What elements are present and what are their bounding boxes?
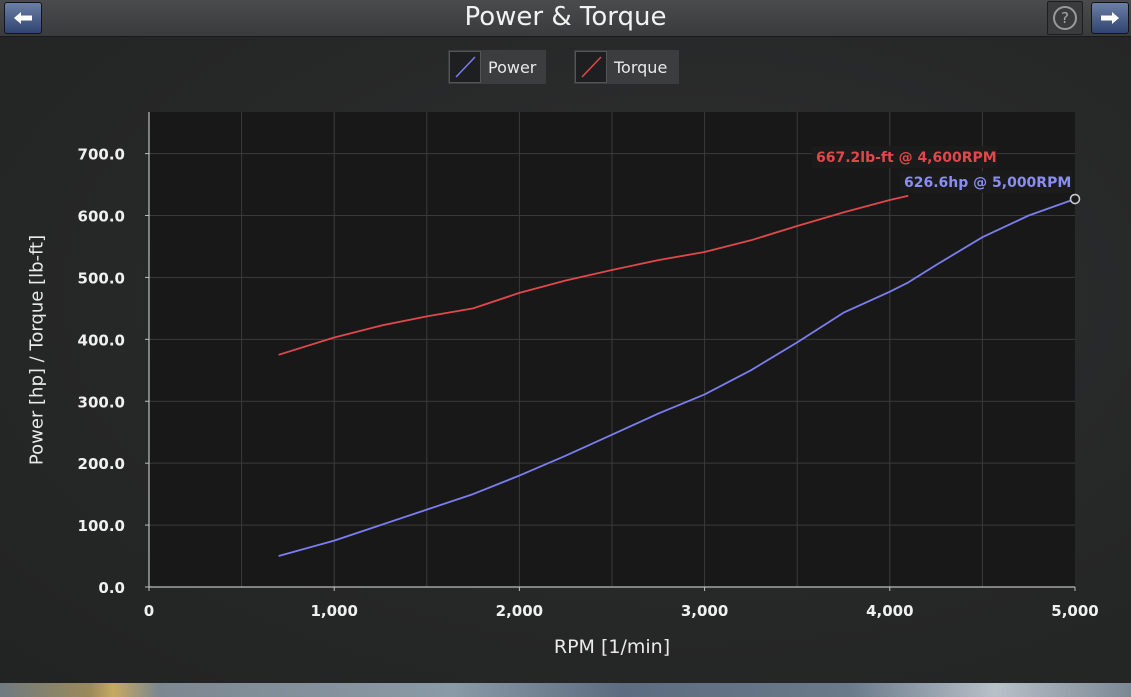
legend-label-torque: Torque bbox=[614, 57, 668, 77]
x-tick-label: 2,000 bbox=[496, 602, 543, 620]
power-max-marker bbox=[1069, 193, 1081, 205]
torque-annotation-box bbox=[812, 146, 997, 168]
legend-label-power: Power bbox=[488, 57, 537, 77]
y-axis-ticks: 0.0 100.0 200.0 300.0 400.0 500.0 600.0 700.0 bbox=[78, 146, 149, 597]
series-line-power bbox=[278, 198, 1076, 557]
x-tick-label: 1,000 bbox=[310, 602, 357, 620]
next-button[interactable] bbox=[1091, 2, 1129, 34]
help-button[interactable]: ? bbox=[1047, 1, 1083, 35]
power-annotation-text: 626.6hp @ 5,000RPM bbox=[904, 175, 1071, 191]
y-tick-label: 500.0 bbox=[78, 269, 125, 287]
previous-button[interactable] bbox=[4, 2, 42, 34]
legend-swatch-torque bbox=[575, 51, 607, 83]
y-tick-label: 600.0 bbox=[78, 208, 125, 226]
legend-item-torque[interactable]: Torque bbox=[574, 50, 679, 84]
y-tick-label: 700.0 bbox=[78, 146, 125, 164]
torque-annotation-text: 667.2lb-ft @ 4,600RPM bbox=[816, 150, 997, 166]
y-tick-label: 200.0 bbox=[78, 455, 125, 473]
arrow-left-icon bbox=[14, 12, 32, 24]
series-group bbox=[278, 193, 1081, 557]
power-annotation-box bbox=[900, 171, 1072, 193]
help-icon: ? bbox=[1053, 6, 1077, 30]
x-tick-label: 5,000 bbox=[1051, 602, 1098, 620]
legend-swatch-power bbox=[449, 51, 481, 83]
taskbar-strip bbox=[0, 683, 1131, 697]
x-axis-label: RPM [1/min] bbox=[553, 636, 671, 658]
legend-item-power[interactable]: Power bbox=[448, 50, 546, 84]
x-tick-label: 4,000 bbox=[866, 602, 913, 620]
x-axis-ticks: 0 1,000 2,000 3,000 4,000 5,000 bbox=[144, 587, 1099, 620]
annotations: 667.2lb-ft @ 4,600RPM 626.6hp @ 5,000RPM bbox=[812, 146, 1072, 193]
y-tick-label: 0.0 bbox=[98, 579, 125, 597]
x-tick-label: 0 bbox=[144, 602, 154, 620]
y-axis-label: Power [hp] / Torque [lb-ft] bbox=[26, 234, 48, 466]
arrow-right-icon bbox=[1101, 12, 1119, 24]
window-title: Power & Torque bbox=[464, 2, 667, 32]
y-tick-label: 100.0 bbox=[78, 517, 125, 535]
title-bar: Power & Torque ? bbox=[0, 0, 1131, 37]
x-tick-label: 3,000 bbox=[681, 602, 728, 620]
y-tick-label: 400.0 bbox=[78, 331, 125, 349]
y-tick-label: 300.0 bbox=[78, 393, 125, 411]
series-line-torque bbox=[278, 194, 909, 356]
